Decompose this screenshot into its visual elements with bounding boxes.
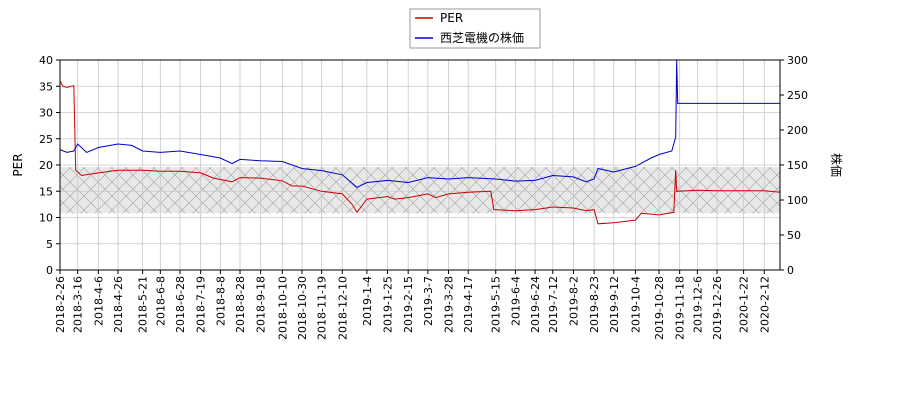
legend-label-price: 西芝電機の株価 [440,30,524,45]
x-tick-label: 2019-10-28 [653,276,666,340]
legend-label-per: PER [440,11,463,25]
y-left-tick-label: 15 [39,185,53,198]
x-tick-label: 2020-1-22 [738,276,751,333]
y-left-tick-label: 35 [39,80,53,93]
x-tick-label: 2020-2-12 [758,276,771,333]
x-tick-label: 2018-2-26 [54,276,67,333]
x-tick-label: 2019-6-24 [529,276,542,333]
x-tick-label: 2018-7-19 [195,276,208,333]
x-tick-label: 2019-5-15 [490,276,503,333]
x-tick-label: 2019-1-4 [361,276,374,326]
x-tick-label: 2019-8-2 [567,276,580,326]
y-left-tick-label: 20 [39,159,53,172]
y-right-tick-label: 0 [787,264,794,277]
x-tick-label: 2019-12-26 [711,276,724,340]
y-axis-right-label: 株価 [829,153,844,177]
x-tick-label: 2019-1-25 [382,276,395,333]
series-line-price [59,59,780,188]
y-right-tick-label: 200 [787,124,808,137]
x-tick-label: 2019-11-18 [674,276,687,340]
x-tick-label: 2019-2-15 [402,276,415,333]
y-right-tick-label: 100 [787,194,808,207]
x-tick-label: 2018-9-18 [255,276,268,333]
legend-box [409,8,541,49]
y-left-tick-label: 10 [39,212,53,225]
x-tick-label: 2019-12-6 [691,276,704,333]
x-tick-label: 2018-4-6 [92,276,105,326]
x-tick-label: 2019-3-28 [443,276,456,333]
x-tick-label: 2018-5-21 [137,276,150,333]
y-axis-left-label: PER [11,153,25,176]
y-right-tick-label: 250 [787,89,808,102]
x-tick-label: 2018-4-26 [112,276,125,333]
series-line-per [59,80,781,225]
y-right-tick-label: 150 [787,159,808,172]
x-tick-label: 2019-7-12 [547,276,560,333]
x-tick-label: 2018-10-10 [276,276,289,340]
legend: PER 西芝電機の株価 [409,8,541,49]
x-tick-label: 2019-10-4 [629,276,642,333]
y-left-tick-label: 25 [39,133,53,146]
y-right-tick-label: 50 [787,229,801,242]
x-tick-label: 2019-3-7 [422,276,435,326]
y-left-tick-label: 5 [46,238,53,251]
y-left-tick-label: 0 [46,264,53,277]
x-tick-label: 2019-9-12 [608,276,621,333]
per-range-band [60,167,780,214]
x-tick-label: 2018-8-28 [234,276,247,333]
x-tick-label: 2018-6-28 [174,276,187,333]
y-left-tick-label: 30 [39,107,53,120]
x-tick-label: 2018-10-30 [296,276,309,340]
x-tick-label: 2019-4-17 [462,276,475,333]
x-tick-label: 2018-12-10 [336,276,349,340]
x-tick-label: 2019-8-23 [588,276,601,333]
x-tick-label: 2018-8-8 [214,276,227,326]
x-tick-label: 2019-6-4 [509,276,522,326]
y-left-tick-label: 40 [39,54,53,67]
x-tick-label: 2018-3-16 [72,276,85,333]
x-tick-label: 2018-11-19 [316,276,329,340]
x-tick-label: 2018-6-8 [154,276,167,326]
y-right-tick-label: 300 [787,54,808,67]
